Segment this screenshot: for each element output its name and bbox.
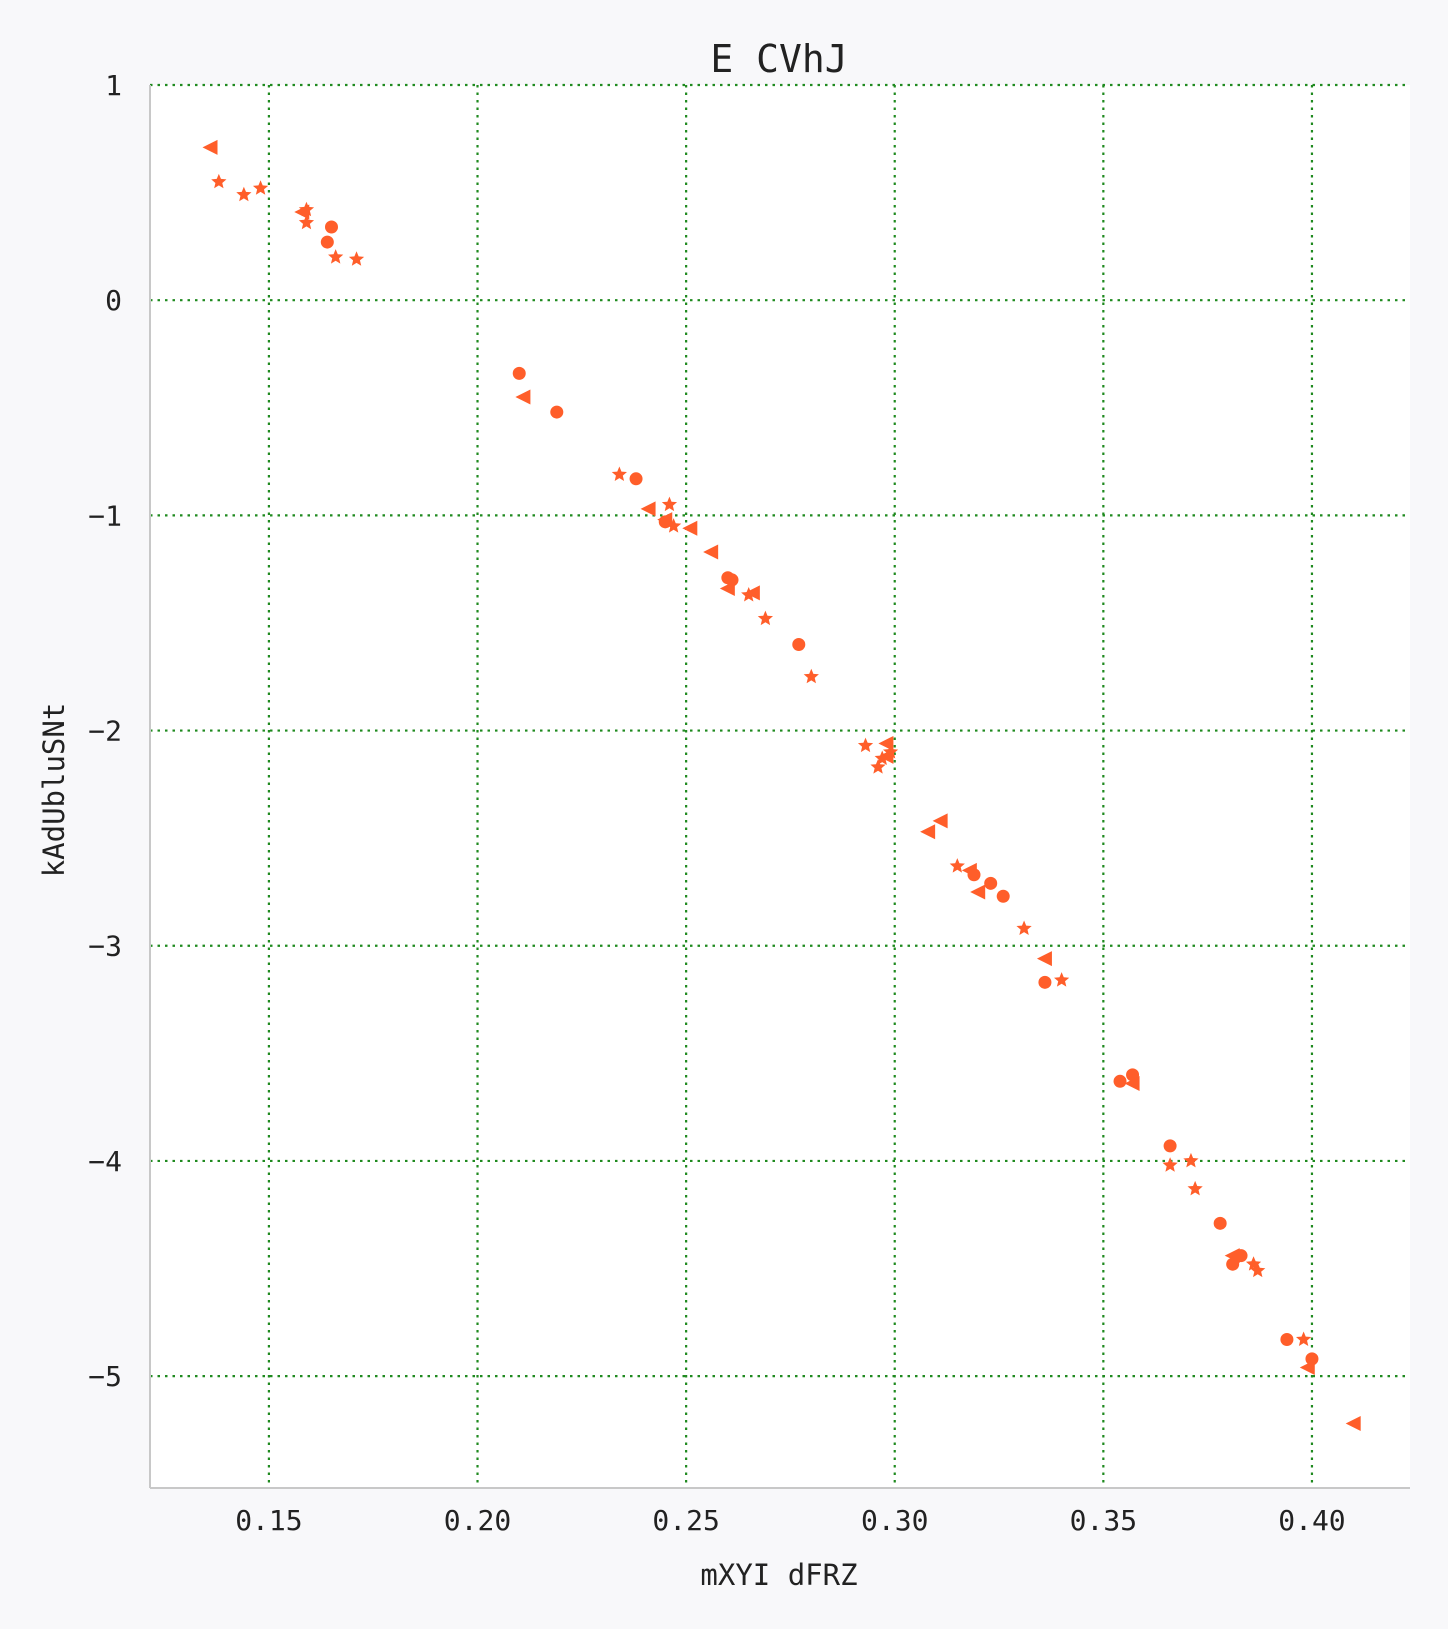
y-tick-label: −3	[88, 930, 122, 963]
y-tick-label: 0	[105, 284, 122, 317]
x-axis-title: mXYI dFRZ	[700, 1558, 857, 1592]
circle-point	[324, 220, 338, 234]
triangle-point	[1036, 951, 1052, 967]
y-tick-label: −1	[88, 499, 122, 532]
star-point	[741, 586, 757, 602]
circle-point	[1280, 1333, 1294, 1347]
circle-point	[1305, 1352, 1319, 1366]
star-point	[803, 668, 819, 684]
x-tick-label: 0.35	[1070, 1504, 1137, 1537]
star-point	[1183, 1152, 1199, 1168]
triangle-point	[682, 520, 698, 536]
y-tick-label: −4	[88, 1145, 122, 1178]
star-point	[1016, 920, 1032, 935]
star-point	[611, 466, 627, 481]
triangle-point	[1345, 1415, 1361, 1431]
x-tick-label: 0.30	[861, 1504, 928, 1537]
star-point	[252, 180, 269, 195]
y-axis-title: kAdUbluSNt	[37, 703, 71, 878]
star-point	[1054, 972, 1070, 987]
y-tick-label: 1	[105, 69, 122, 102]
circle-point	[725, 573, 739, 587]
y-tick-label: −2	[88, 715, 122, 748]
circle-point	[792, 637, 806, 651]
star-point	[757, 610, 774, 626]
star-point	[1187, 1180, 1203, 1196]
star-point	[1250, 1262, 1266, 1278]
star-point	[211, 173, 227, 189]
triangle-point	[719, 581, 735, 597]
star-point	[236, 186, 252, 202]
triangle-point	[970, 884, 986, 900]
star-point	[882, 744, 899, 759]
star-point	[661, 496, 678, 512]
data-points	[202, 139, 1361, 1431]
circle-point	[1213, 1216, 1227, 1230]
triangle-point	[1299, 1359, 1315, 1375]
triangle-point	[932, 813, 948, 829]
circle-point	[320, 235, 334, 249]
circle-point	[1113, 1074, 1127, 1088]
x-tick-label: 0.15	[235, 1504, 302, 1537]
plot-area	[150, 85, 1410, 1488]
circle-point	[550, 405, 564, 419]
circle-point	[1163, 1139, 1177, 1153]
grid-lines	[150, 83, 1410, 1488]
y-tick-label: −5	[88, 1360, 122, 1393]
circle-point	[996, 889, 1010, 903]
star-point	[870, 759, 886, 774]
x-tick-label: 0.20	[444, 1504, 511, 1537]
star-point	[298, 201, 315, 217]
star-point	[328, 249, 344, 264]
triangle-point	[515, 389, 531, 405]
triangle-point	[202, 139, 218, 155]
triangle-point	[1224, 1248, 1240, 1264]
star-point	[298, 214, 315, 230]
star-point	[666, 518, 682, 533]
triangle-point	[961, 862, 977, 878]
star-point	[348, 251, 365, 266]
circle-point	[1038, 975, 1052, 989]
axes	[149, 85, 1410, 1489]
star-point	[857, 737, 874, 753]
chart-title: E CVhJ	[710, 37, 847, 81]
x-tick-label: 0.25	[652, 1504, 719, 1537]
tick-labels: 0.15 0.20 0.25 0.30 0.35 0.40 1 0 −1 −2 −3 −4 −5	[88, 69, 1345, 1537]
x-tick-label: 0.40	[1278, 1504, 1345, 1537]
circle-point	[984, 876, 998, 890]
circle-point	[512, 366, 526, 380]
triangle-point	[703, 544, 719, 560]
triangle-point	[640, 501, 656, 517]
triangle-point	[1124, 1075, 1140, 1091]
star-point	[1162, 1157, 1178, 1172]
star-point	[1296, 1331, 1312, 1346]
triangle-point	[657, 512, 673, 528]
star-point	[874, 750, 890, 765]
triangle-point	[920, 824, 936, 840]
circle-point	[629, 472, 643, 486]
star-point	[949, 858, 965, 873]
